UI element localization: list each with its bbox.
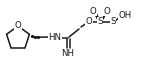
Text: NH: NH [61,50,74,58]
Text: S: S [97,17,103,26]
Text: O: O [86,17,92,26]
Text: S: S [110,17,116,26]
Text: O: O [104,6,110,15]
Text: O: O [15,21,21,31]
Text: OH: OH [118,10,132,20]
Text: HN: HN [48,34,61,42]
Text: O: O [90,6,96,15]
